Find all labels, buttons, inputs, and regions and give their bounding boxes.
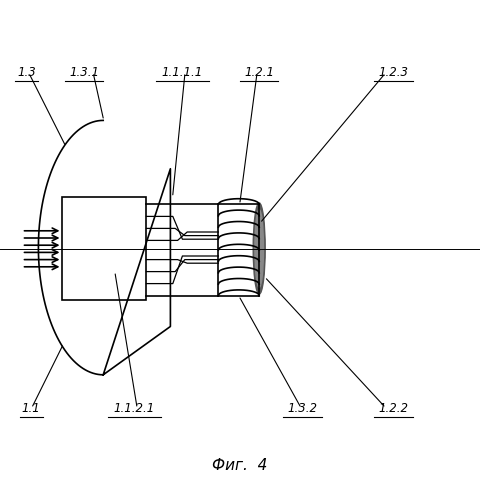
Text: Фиг.  4: Фиг. 4 <box>212 458 268 473</box>
Ellipse shape <box>255 210 264 288</box>
Text: 1.1: 1.1 <box>22 402 41 415</box>
Text: 1.1.2.1: 1.1.2.1 <box>114 402 155 415</box>
Text: 1.2.3: 1.2.3 <box>379 66 408 79</box>
Text: 1.2.1: 1.2.1 <box>244 66 274 79</box>
Text: 1.1.1.1: 1.1.1.1 <box>162 66 203 79</box>
Bar <box>62 197 146 300</box>
Ellipse shape <box>253 203 265 294</box>
Text: 1.3: 1.3 <box>17 66 36 79</box>
Text: 1.3.2: 1.3.2 <box>288 402 317 415</box>
Text: 1.3.1: 1.3.1 <box>69 66 99 79</box>
Text: 1.2.2: 1.2.2 <box>379 402 408 415</box>
